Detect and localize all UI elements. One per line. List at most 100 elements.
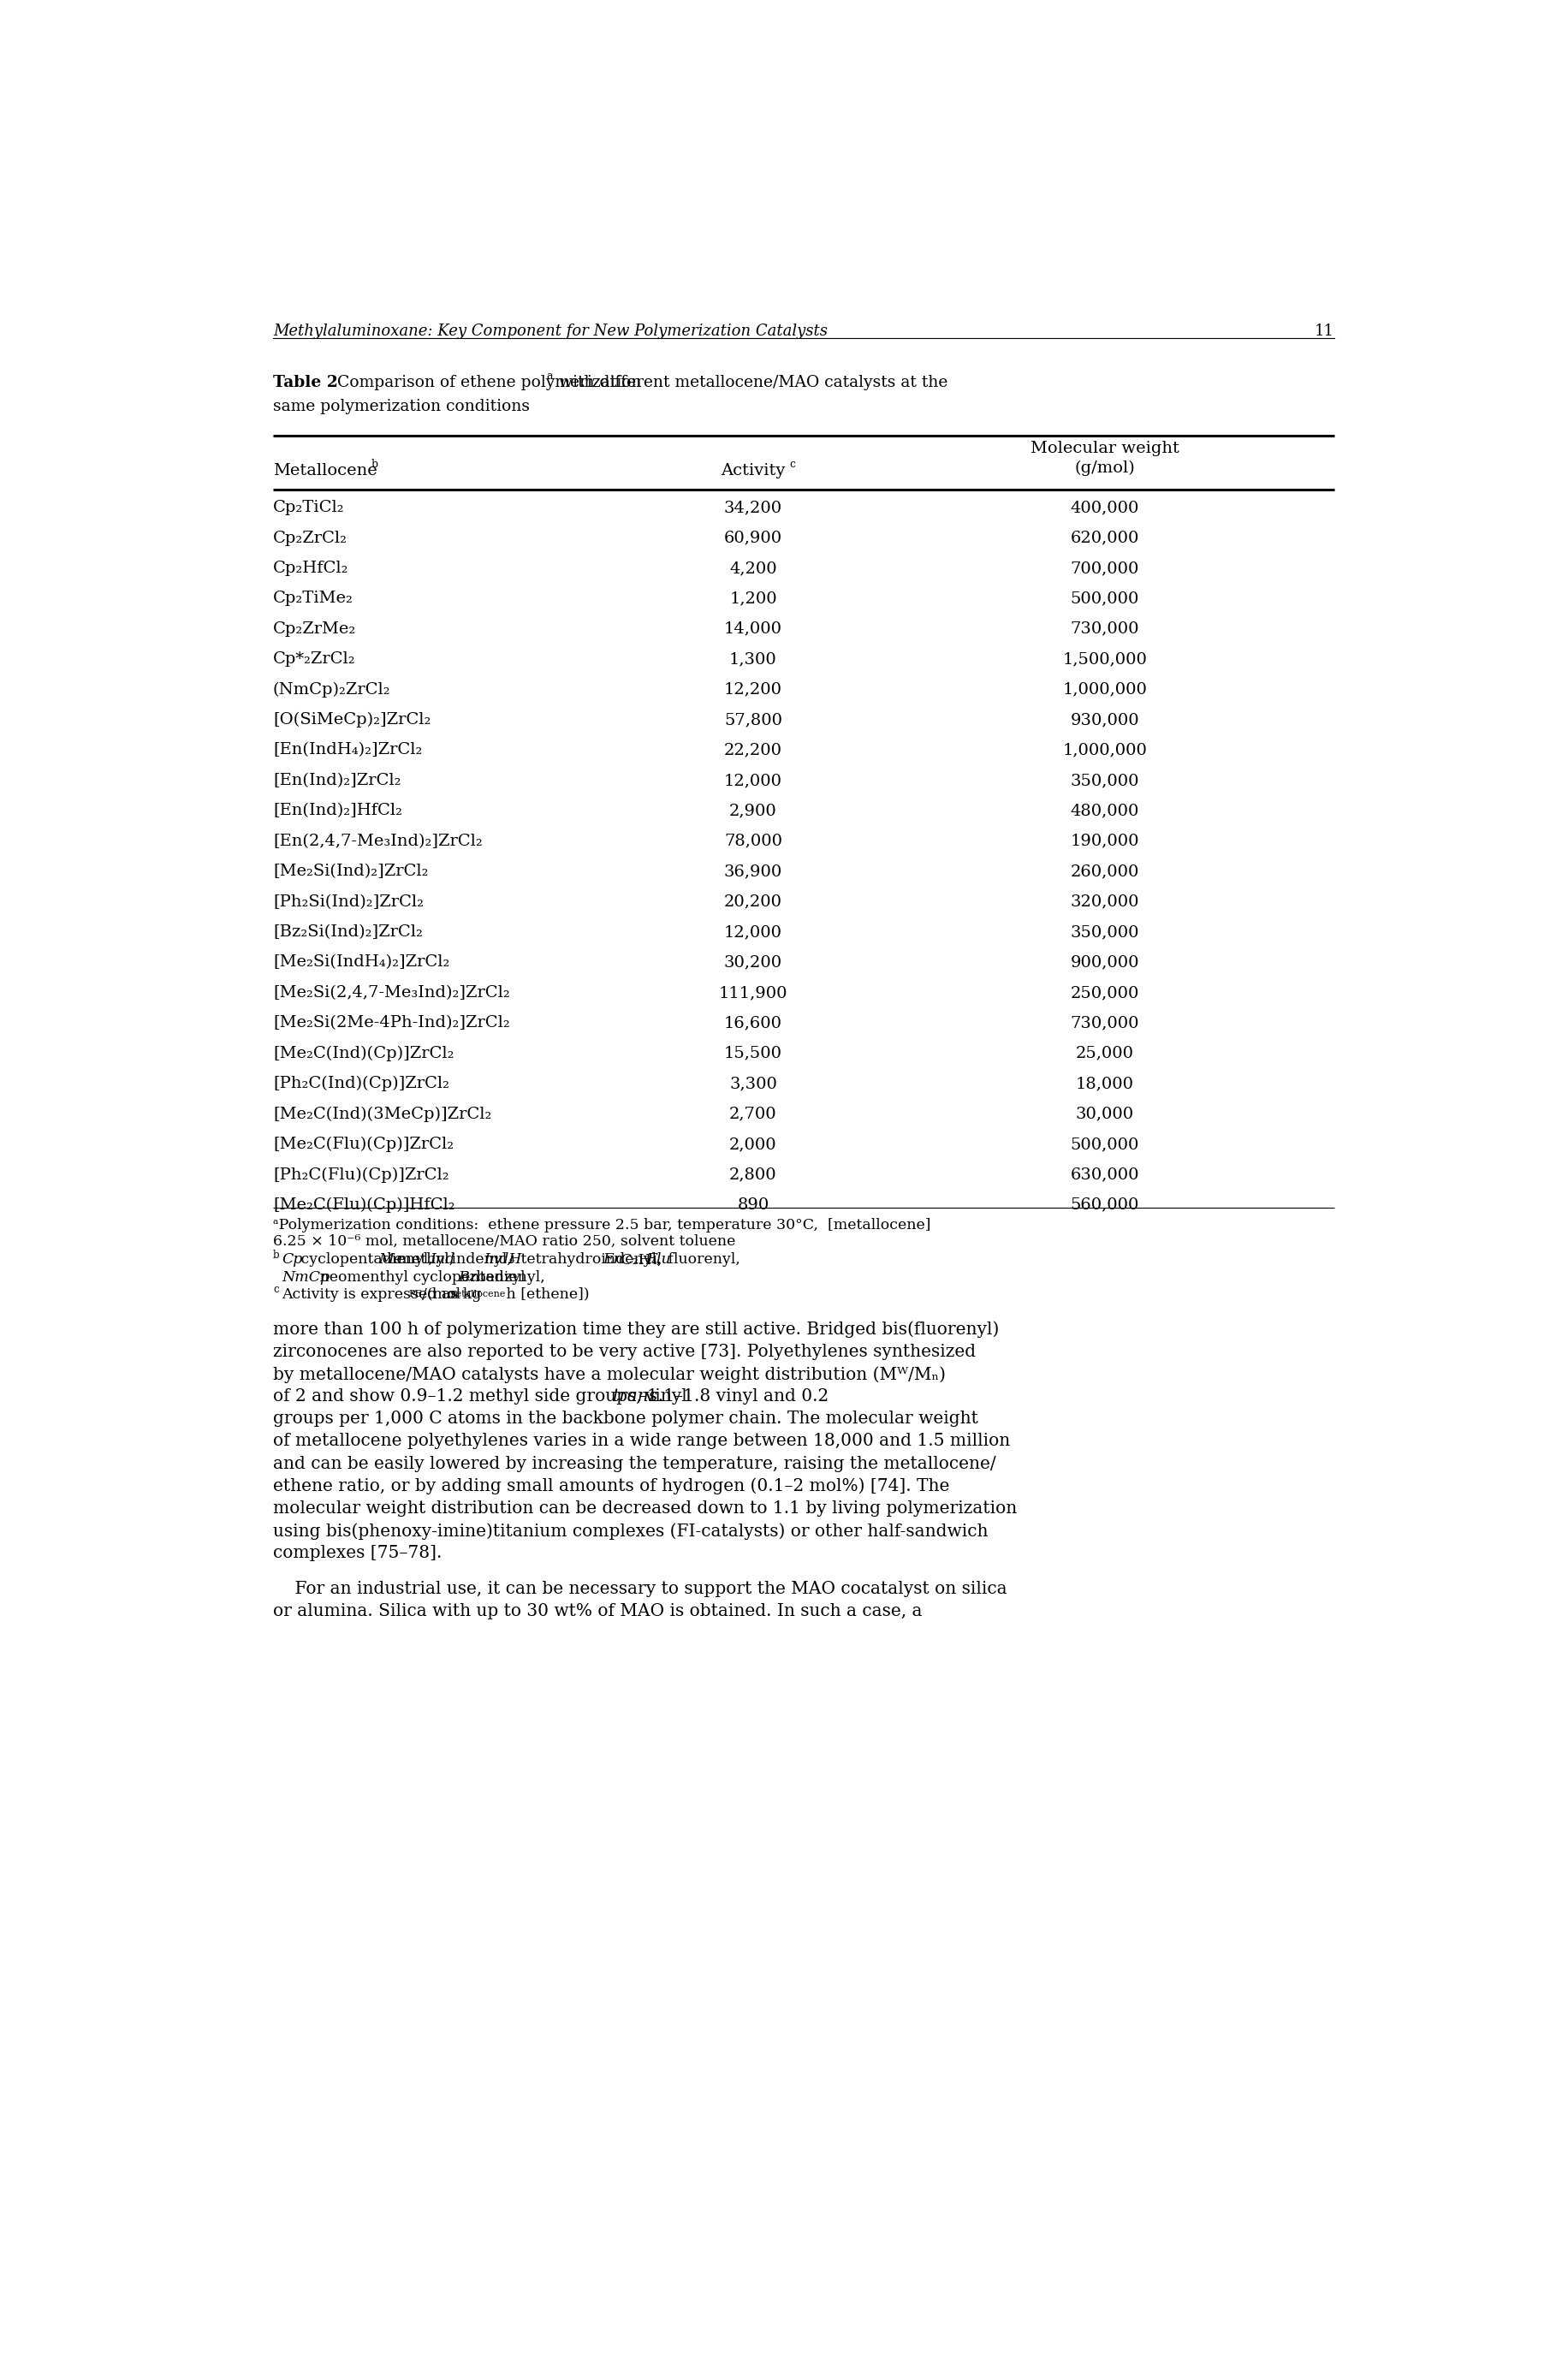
Text: -vinyl: -vinyl bbox=[640, 1388, 687, 1404]
Text: 350,000: 350,000 bbox=[1071, 772, 1140, 789]
Text: Metallocene: Metallocene bbox=[273, 463, 378, 478]
Text: neomenthyl cyclopentadienyl,: neomenthyl cyclopentadienyl, bbox=[315, 1269, 549, 1285]
Text: indenyl,: indenyl, bbox=[447, 1252, 516, 1266]
Text: c: c bbox=[273, 1285, 279, 1295]
Text: 18,000: 18,000 bbox=[1076, 1076, 1134, 1091]
Text: Cp₂TiMe₂: Cp₂TiMe₂ bbox=[273, 592, 353, 606]
Text: ethene ratio, or by adding small amounts of hydrogen (0.1–2 mol%) [74]. The: ethene ratio, or by adding small amounts… bbox=[273, 1478, 949, 1495]
Text: b: b bbox=[273, 1250, 279, 1262]
Text: 350,000: 350,000 bbox=[1071, 924, 1140, 941]
Text: 1,200: 1,200 bbox=[729, 592, 778, 606]
Text: cyclopentadienyl,: cyclopentadienyl, bbox=[296, 1252, 437, 1266]
Text: 1,500,000: 1,500,000 bbox=[1063, 651, 1148, 668]
Text: Cp₂ZrCl₂: Cp₂ZrCl₂ bbox=[273, 530, 348, 546]
Text: [Me₂C(Ind)(Cp)]ZrCl₂: [Me₂C(Ind)(Cp)]ZrCl₂ bbox=[273, 1045, 455, 1062]
Text: with different metallocene/MAO catalysts at the: with different metallocene/MAO catalysts… bbox=[554, 375, 947, 390]
Text: 1,000,000: 1,000,000 bbox=[1063, 744, 1148, 758]
Text: of 2 and show 0.9–1.2 methyl side groups, 1.1–1.8 vinyl and 0.2: of 2 and show 0.9–1.2 methyl side groups… bbox=[273, 1388, 834, 1404]
Text: groups per 1,000 C atoms in the backbone polymer chain. The molecular weight: groups per 1,000 C atoms in the backbone… bbox=[273, 1411, 978, 1428]
Text: fluorenyl,: fluorenyl, bbox=[663, 1252, 740, 1266]
Text: 2,700: 2,700 bbox=[729, 1107, 778, 1121]
Text: [Bz₂Si(Ind)₂]ZrCl₂: [Bz₂Si(Ind)₂]ZrCl₂ bbox=[273, 924, 423, 941]
Text: using bis(phenoxy-imine)titanium complexes (FI-catalysts) or other half-sandwich: using bis(phenoxy-imine)titanium complex… bbox=[273, 1523, 988, 1540]
Text: 500,000: 500,000 bbox=[1071, 1136, 1138, 1152]
Text: zirconocenes are also reported to be very active [73]. Polyethylenes synthesized: zirconocenes are also reported to be ver… bbox=[273, 1342, 975, 1359]
Text: Ind: Ind bbox=[430, 1252, 455, 1266]
Text: 22,200: 22,200 bbox=[724, 744, 782, 758]
Text: [Me₂Si(IndH₄)₂]ZrCl₂: [Me₂Si(IndH₄)₂]ZrCl₂ bbox=[273, 955, 450, 969]
Text: En: En bbox=[602, 1252, 622, 1266]
Text: or alumina. Silica with up to 30 wt% of MAO is obtained. In such a case, a: or alumina. Silica with up to 30 wt% of … bbox=[273, 1604, 922, 1620]
Text: 30,000: 30,000 bbox=[1076, 1107, 1134, 1121]
Text: [Ph₂C(Ind)(Cp)]ZrCl₂: [Ph₂C(Ind)(Cp)]ZrCl₂ bbox=[273, 1076, 450, 1091]
Text: 930,000: 930,000 bbox=[1071, 713, 1140, 727]
Text: NmCp: NmCp bbox=[282, 1269, 329, 1285]
Text: complexes [75–78].: complexes [75–78]. bbox=[273, 1544, 442, 1561]
Text: For an industrial use, it can be necessary to support the MAO cocatalyst on sili: For an industrial use, it can be necessa… bbox=[273, 1580, 1007, 1597]
Text: more than 100 h of polymerization time they are still active. Bridged bis(fluore: more than 100 h of polymerization time t… bbox=[273, 1321, 999, 1338]
Text: [Me₂C(Flu)(Cp)]ZrCl₂: [Me₂C(Flu)(Cp)]ZrCl₂ bbox=[273, 1136, 453, 1152]
Text: Activity: Activity bbox=[721, 463, 786, 478]
Text: 250,000: 250,000 bbox=[1071, 986, 1138, 1000]
Text: Cp: Cp bbox=[282, 1252, 303, 1266]
Text: metallocene: metallocene bbox=[447, 1290, 506, 1297]
Text: 30,200: 30,200 bbox=[724, 955, 782, 969]
Text: 14,000: 14,000 bbox=[724, 620, 782, 637]
Text: [En(Ind)₂]HfCl₂: [En(Ind)₂]HfCl₂ bbox=[273, 803, 401, 820]
Text: 900,000: 900,000 bbox=[1071, 955, 1140, 969]
Text: Cp₂TiCl₂: Cp₂TiCl₂ bbox=[273, 499, 345, 516]
Text: 16,600: 16,600 bbox=[724, 1015, 782, 1031]
Text: [En(Ind)₂]ZrCl₂: [En(Ind)₂]ZrCl₂ bbox=[273, 772, 401, 789]
Text: Table 2: Table 2 bbox=[273, 375, 337, 390]
Text: 57,800: 57,800 bbox=[724, 713, 782, 727]
Text: 12,000: 12,000 bbox=[724, 924, 782, 941]
Text: [Me₂C(Flu)(Cp)]HfCl₂: [Me₂C(Flu)(Cp)]HfCl₂ bbox=[273, 1198, 455, 1212]
Text: 560,000: 560,000 bbox=[1071, 1198, 1138, 1212]
Text: 400,000: 400,000 bbox=[1071, 499, 1138, 516]
Text: 1,300: 1,300 bbox=[729, 651, 778, 668]
Text: 700,000: 700,000 bbox=[1071, 561, 1138, 575]
Text: 25,000: 25,000 bbox=[1076, 1045, 1134, 1062]
Text: trans: trans bbox=[613, 1388, 659, 1404]
Text: (g/mol): (g/mol) bbox=[1074, 461, 1135, 475]
Text: 12,000: 12,000 bbox=[724, 772, 782, 789]
Text: 1,000,000: 1,000,000 bbox=[1063, 682, 1148, 696]
Text: ᵃPolymerization conditions:  ethene pressure 2.5 bar, temperature 30°C,  [metall: ᵃPolymerization conditions: ethene press… bbox=[273, 1219, 931, 1233]
Text: 36,900: 36,900 bbox=[724, 865, 782, 879]
Text: 2,800: 2,800 bbox=[729, 1167, 778, 1183]
Text: Comparison of ethene polymerization: Comparison of ethene polymerization bbox=[328, 375, 641, 390]
Text: and can be easily lowered by increasing the temperature, raising the metallocene: and can be easily lowered by increasing … bbox=[273, 1456, 996, 1471]
Text: [Me₂C(Ind)(3MeCp)]ZrCl₂: [Me₂C(Ind)(3MeCp)]ZrCl₂ bbox=[273, 1107, 491, 1121]
Text: h [ethene]): h [ethene]) bbox=[502, 1288, 590, 1302]
Text: 260,000: 260,000 bbox=[1071, 865, 1138, 879]
Text: [O(SiMeCp)₂]ZrCl₂: [O(SiMeCp)₂]ZrCl₂ bbox=[273, 713, 431, 727]
Text: 2,000: 2,000 bbox=[729, 1136, 778, 1152]
Text: C₂H₄,: C₂H₄, bbox=[616, 1252, 666, 1266]
Text: [Ph₂Si(Ind)₂]ZrCl₂: [Ph₂Si(Ind)₂]ZrCl₂ bbox=[273, 893, 423, 910]
Text: 111,900: 111,900 bbox=[718, 986, 787, 1000]
Text: benzyl: benzyl bbox=[472, 1269, 525, 1285]
Text: [Me₂Si(2,4,7-Me₃Ind)₂]ZrCl₂: [Me₂Si(2,4,7-Me₃Ind)₂]ZrCl₂ bbox=[273, 986, 510, 1000]
Text: 730,000: 730,000 bbox=[1071, 620, 1140, 637]
Text: by metallocene/MAO catalysts have a molecular weight distribution (Mᵂ/Mₙ): by metallocene/MAO catalysts have a mole… bbox=[273, 1366, 946, 1383]
Text: [En(2,4,7-Me₃Ind)₂]ZrCl₂: [En(2,4,7-Me₃Ind)₂]ZrCl₂ bbox=[273, 834, 483, 848]
Text: IndH: IndH bbox=[485, 1252, 522, 1266]
Text: 78,000: 78,000 bbox=[724, 834, 782, 848]
Text: tetrahydroindenyl,: tetrahydroindenyl, bbox=[516, 1252, 666, 1266]
Text: Methylaluminoxane: Key Component for New Polymerization Catalysts: Methylaluminoxane: Key Component for New… bbox=[273, 323, 828, 340]
Text: 20,200: 20,200 bbox=[724, 893, 782, 910]
Text: 15,500: 15,500 bbox=[724, 1045, 782, 1062]
Text: a: a bbox=[546, 371, 552, 383]
Text: Molecular weight: Molecular weight bbox=[1030, 440, 1179, 456]
Text: 730,000: 730,000 bbox=[1071, 1015, 1140, 1031]
Text: [Me₂Si(2Me-4Ph-Ind)₂]ZrCl₂: [Me₂Si(2Me-4Ph-Ind)₂]ZrCl₂ bbox=[273, 1015, 510, 1031]
Text: /(mol: /(mol bbox=[422, 1288, 461, 1302]
Text: methyl,: methyl, bbox=[394, 1252, 459, 1266]
Text: 620,000: 620,000 bbox=[1071, 530, 1138, 546]
Text: 480,000: 480,000 bbox=[1071, 803, 1138, 820]
Text: Cp₂ZrMe₂: Cp₂ZrMe₂ bbox=[273, 620, 356, 637]
Text: [Ph₂C(Flu)(Cp)]ZrCl₂: [Ph₂C(Flu)(Cp)]ZrCl₂ bbox=[273, 1167, 448, 1183]
Text: PE: PE bbox=[409, 1290, 422, 1297]
Text: 3,300: 3,300 bbox=[729, 1076, 778, 1091]
Text: Me: Me bbox=[378, 1252, 403, 1266]
